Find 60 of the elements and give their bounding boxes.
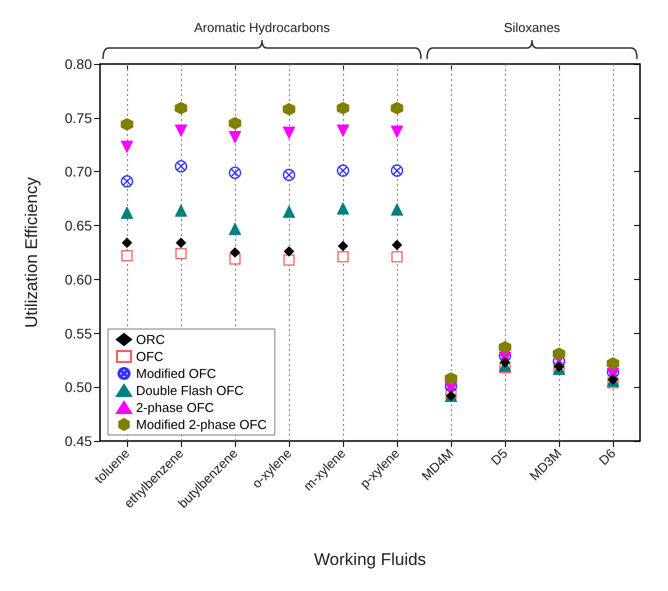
y-axis-title: Utilization Efficiency	[22, 176, 41, 328]
point	[338, 240, 348, 252]
point	[282, 102, 296, 116]
point	[336, 102, 350, 114]
y-tick-label: 0.70	[64, 164, 92, 180]
y-tick-label: 0.60	[64, 271, 92, 288]
point	[228, 116, 242, 130]
point	[282, 126, 296, 140]
y-tick-label: 0.65	[64, 218, 92, 234]
point	[120, 118, 134, 131]
point	[444, 372, 458, 385]
point	[122, 238, 132, 248]
point	[336, 164, 350, 177]
point	[174, 124, 188, 138]
point	[176, 238, 186, 248]
point	[228, 130, 242, 144]
point	[121, 250, 133, 262]
point	[337, 251, 349, 262]
point	[500, 357, 510, 368]
point	[283, 254, 295, 266]
y-tick-label: 0.45	[64, 433, 92, 449]
legend-label: Modified OFC	[136, 366, 216, 381]
point	[120, 206, 134, 219]
text: Siloxanes	[504, 20, 560, 35]
point	[282, 205, 296, 218]
point	[390, 102, 404, 114]
point	[230, 247, 240, 258]
legend-label: Modified 2-phase OFC	[136, 417, 267, 432]
point	[390, 126, 404, 138]
point	[392, 240, 402, 250]
point	[390, 203, 404, 216]
x-axis-title: Working Fluids	[314, 550, 426, 569]
point	[174, 204, 188, 217]
point	[228, 166, 242, 180]
point	[174, 102, 188, 114]
point	[336, 202, 350, 215]
y-tick-label: 0.80	[64, 56, 92, 72]
text: Aromatic Hydrocarbons	[194, 20, 330, 35]
x-tick-label: D5	[488, 446, 510, 468]
point	[228, 222, 242, 236]
point	[120, 175, 134, 188]
point	[390, 164, 404, 177]
legend-label: OFC	[136, 349, 164, 364]
legend-label: 2-phase OFC	[136, 400, 214, 415]
point	[391, 251, 403, 262]
point	[606, 357, 620, 370]
x-tick-label: D6	[596, 446, 618, 468]
y-tick-label: 0.50	[64, 379, 92, 396]
point	[552, 348, 566, 360]
legend-label: ORC	[136, 332, 165, 347]
point	[282, 168, 296, 182]
point	[498, 341, 512, 354]
point	[175, 248, 187, 260]
point	[336, 124, 350, 138]
legend-label: Double Flash OFC	[136, 383, 244, 398]
point	[174, 160, 188, 173]
point	[120, 140, 134, 154]
point	[284, 246, 294, 257]
y-tick-label: 0.75	[64, 110, 92, 126]
y-tick-label: 0.55	[64, 325, 92, 342]
